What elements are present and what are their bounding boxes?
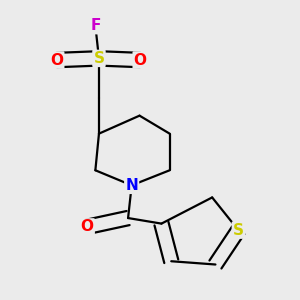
Text: O: O (50, 52, 63, 68)
Text: S: S (233, 223, 244, 238)
Text: O: O (134, 52, 147, 68)
Text: S: S (94, 51, 104, 66)
Text: O: O (81, 219, 94, 234)
Text: N: N (125, 178, 138, 193)
Text: F: F (90, 18, 100, 33)
